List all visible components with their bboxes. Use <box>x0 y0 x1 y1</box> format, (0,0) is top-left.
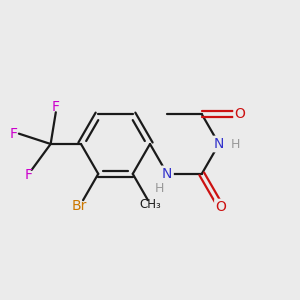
Text: H: H <box>154 182 164 195</box>
Text: F: F <box>52 100 60 114</box>
Text: O: O <box>215 200 226 214</box>
Text: F: F <box>25 168 33 182</box>
Text: F: F <box>10 127 17 141</box>
Text: H: H <box>231 137 240 151</box>
Text: N: N <box>162 167 172 181</box>
Text: Br: Br <box>72 199 88 213</box>
Text: CH₃: CH₃ <box>140 198 161 211</box>
Text: O: O <box>235 107 245 121</box>
Text: N: N <box>214 137 224 151</box>
